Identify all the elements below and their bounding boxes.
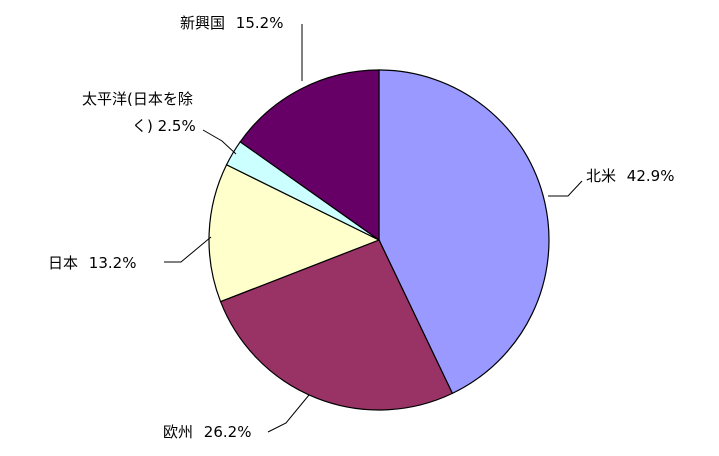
slice-label-japan-value: 13.2% xyxy=(89,254,137,272)
slice-label-japan: 日本 13.2% xyxy=(48,254,136,272)
pie-slice-japan xyxy=(208,163,381,303)
slice-label-north-america-value: 42.9% xyxy=(627,167,675,185)
pie-slices xyxy=(208,69,550,411)
slice-labels: 北米 42.9% 欧州 26.2% 日本 13.2% 太平洋(日本を除 く) 2… xyxy=(48,14,674,441)
leader-line-japan xyxy=(164,236,212,263)
leader-line-pacific xyxy=(202,129,237,155)
pie-slice-north-america xyxy=(378,69,550,395)
slice-label-japan-name: 日本 xyxy=(48,254,78,272)
pie-slice-emerging xyxy=(239,69,380,242)
slice-label-pacific: 太平洋(日本を除 く) 2.5% xyxy=(82,90,198,135)
slice-label-pacific-line2: く) 2.5% xyxy=(132,117,196,135)
slice-label-emerging: 新興国 15.2% xyxy=(180,14,283,32)
slice-label-north-america: 北米 42.9% xyxy=(586,167,674,185)
slice-label-europe: 欧州 26.2% xyxy=(163,423,251,441)
slice-label-pacific-line1: 太平洋(日本を除 xyxy=(82,90,193,108)
leader-line-north-america xyxy=(548,180,583,197)
leader-line-europe xyxy=(267,394,310,433)
slice-label-emerging-value: 15.2% xyxy=(236,14,284,32)
slice-label-emerging-name: 新興国 xyxy=(180,14,225,32)
leader-lines xyxy=(164,24,583,433)
slice-label-europe-name: 欧州 xyxy=(163,423,193,441)
slice-label-north-america-name: 北米 xyxy=(586,167,616,185)
pie-slice-europe xyxy=(219,239,454,411)
slice-label-europe-value: 26.2% xyxy=(204,423,252,441)
